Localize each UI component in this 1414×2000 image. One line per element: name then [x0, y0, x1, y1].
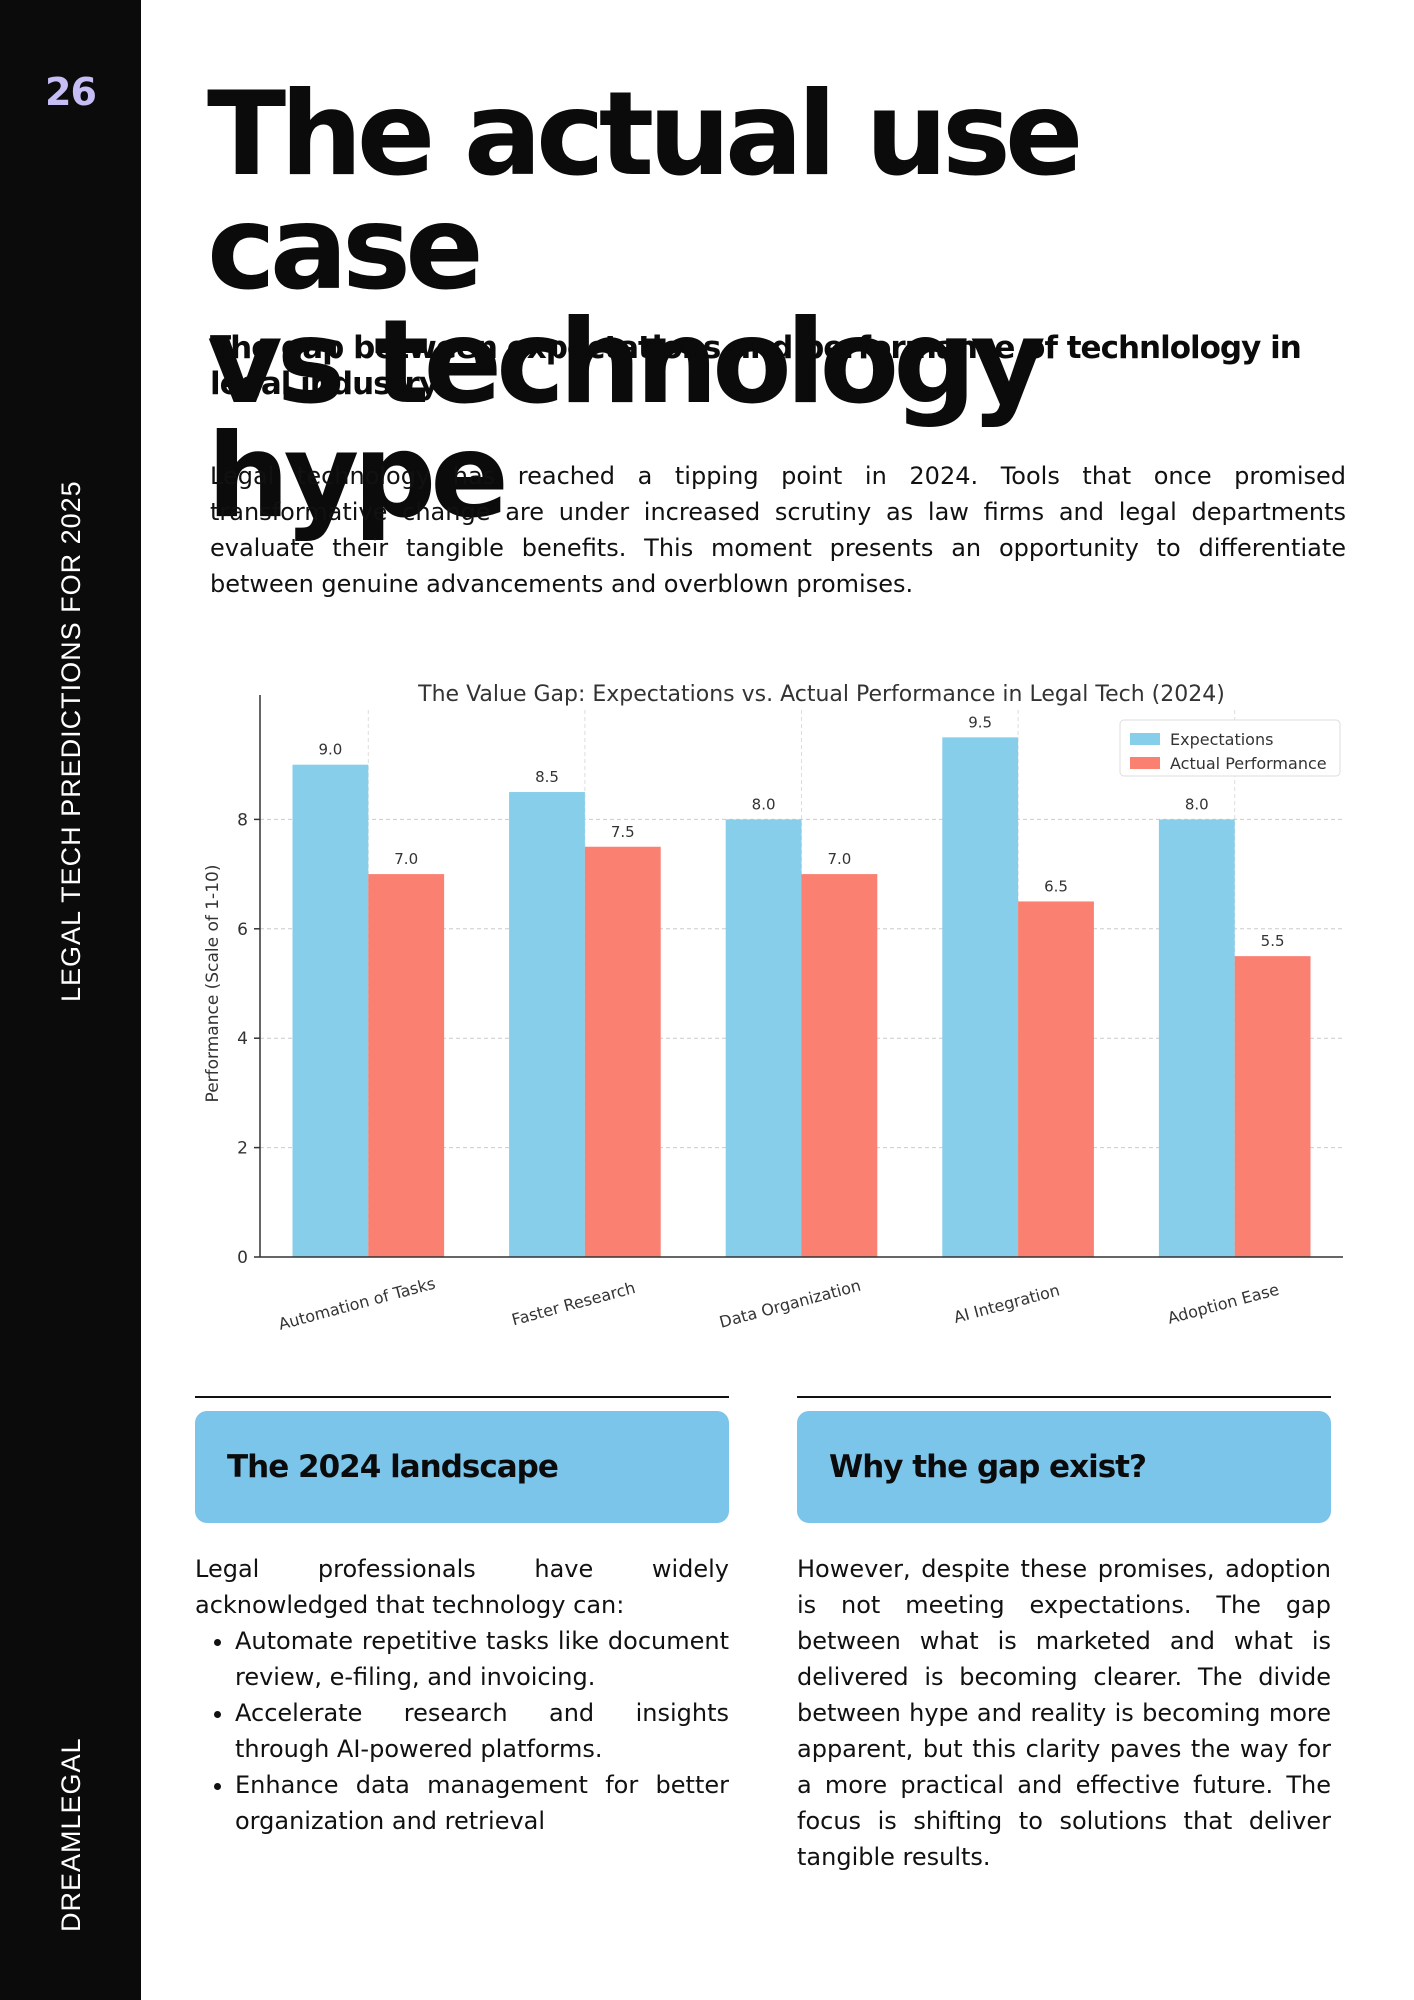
landscape-intro-line-2: acknowledged that technology can: [195, 1591, 625, 1619]
section-divider [195, 1396, 729, 1398]
page-title-line-1: The actual use case [207, 67, 1084, 316]
landscape-bullet: Accelerate research and insights through… [235, 1695, 729, 1767]
bar-value-label: 7.5 [611, 823, 635, 841]
bar-value-label: 8.5 [535, 768, 559, 786]
bar-value-label: 9.5 [968, 713, 992, 731]
page-title: The actual use case vs technology hype [207, 77, 1357, 535]
bar-actual-performance [801, 874, 878, 1257]
x-tick-label: Faster Research [510, 1278, 638, 1329]
page-subtitle: The gap between expectations and perform… [210, 330, 1302, 402]
landscape-body: Legal professionals have widely acknowle… [195, 1551, 729, 1839]
y-tick-label: 2 [237, 1139, 248, 1159]
gap-body: However, despite these promises, adoptio… [797, 1551, 1331, 1875]
gap-heading: Why the gap exist? [829, 1449, 1147, 1485]
legend-swatch [1130, 733, 1160, 745]
intro-paragraph: Legal technology has reached a tipping p… [210, 462, 1346, 598]
bar-actual-performance [368, 874, 445, 1257]
legend-box [1119, 719, 1341, 777]
y-tick-label: 4 [237, 1029, 248, 1049]
x-tick-label: Adoption Ease [1165, 1280, 1281, 1328]
section-title-vertical: LEGAL TECH PREDICTIONS FOR 2025 [56, 480, 86, 1002]
x-tick-label: Automation of Tasks [276, 1274, 437, 1334]
bar-value-label: 6.5 [1044, 877, 1068, 895]
value-gap-chart-svg: The Value Gap: Expectations vs. Actual P… [203, 682, 1343, 1334]
bar-expectations [292, 764, 369, 1257]
bar-value-label: 7.0 [394, 850, 418, 868]
bar-expectations [725, 819, 802, 1257]
bar-actual-performance [1018, 901, 1094, 1257]
sidebar: 26 LEGAL TECH PREDICTIONS FOR 2025 DREAM… [0, 0, 141, 2000]
bar-expectations [509, 792, 585, 1257]
section-divider [797, 1396, 1331, 1398]
bar-value-label: 8.0 [752, 795, 776, 813]
bar-actual-performance [584, 846, 661, 1257]
landscape-bullet: Enhance data management for better organ… [235, 1767, 729, 1839]
chart-title: The Value Gap: Expectations vs. Actual P… [417, 682, 1225, 707]
page-number: 26 [45, 70, 97, 114]
y-tick-label: 0 [237, 1248, 248, 1268]
landscape-heading-box: The 2024 landscape [195, 1411, 729, 1523]
y-tick-label: 6 [237, 920, 248, 940]
x-tick-label: AI Integration [952, 1280, 1062, 1327]
landscape-bullet: Automate repetitive tasks like document … [235, 1623, 729, 1695]
landscape-bullet-list: Automate repetitive tasks like document … [195, 1623, 729, 1839]
legend-label: Actual Performance [1170, 754, 1327, 773]
bar-actual-performance [1234, 956, 1311, 1257]
gap-paragraph: However, despite these promises, adoptio… [797, 1555, 1331, 1871]
legend-swatch [1130, 757, 1160, 769]
legend-label: Expectations [1170, 730, 1273, 749]
page-title-line-2: vs technology hype [207, 295, 1046, 544]
x-tick-label: Data Organization [717, 1276, 863, 1332]
y-tick-label: 8 [237, 810, 248, 830]
bar-expectations [942, 737, 1019, 1257]
bar-value-label: 5.5 [1261, 932, 1285, 950]
landscape-section: The 2024 landscape Legal professionals h… [195, 1396, 729, 1839]
y-axis-label: Performance (Scale of 1-10) [203, 865, 223, 1103]
value-gap-chart: The Value Gap: Expectations vs. Actual P… [195, 665, 1355, 1345]
bar-value-label: 8.0 [1185, 795, 1209, 813]
landscape-intro-line-1: Legal professionals have widely [195, 1555, 729, 1583]
gap-heading-box: Why the gap exist? [797, 1411, 1331, 1523]
gap-section: Why the gap exist? However, despite thes… [797, 1396, 1331, 1875]
bar-value-label: 7.0 [827, 850, 851, 868]
landscape-heading: The 2024 landscape [227, 1449, 559, 1485]
brand-name-vertical: DREAMLEGAL [56, 1737, 86, 1932]
bar-value-label: 9.0 [318, 741, 342, 759]
bar-expectations [1158, 819, 1235, 1257]
